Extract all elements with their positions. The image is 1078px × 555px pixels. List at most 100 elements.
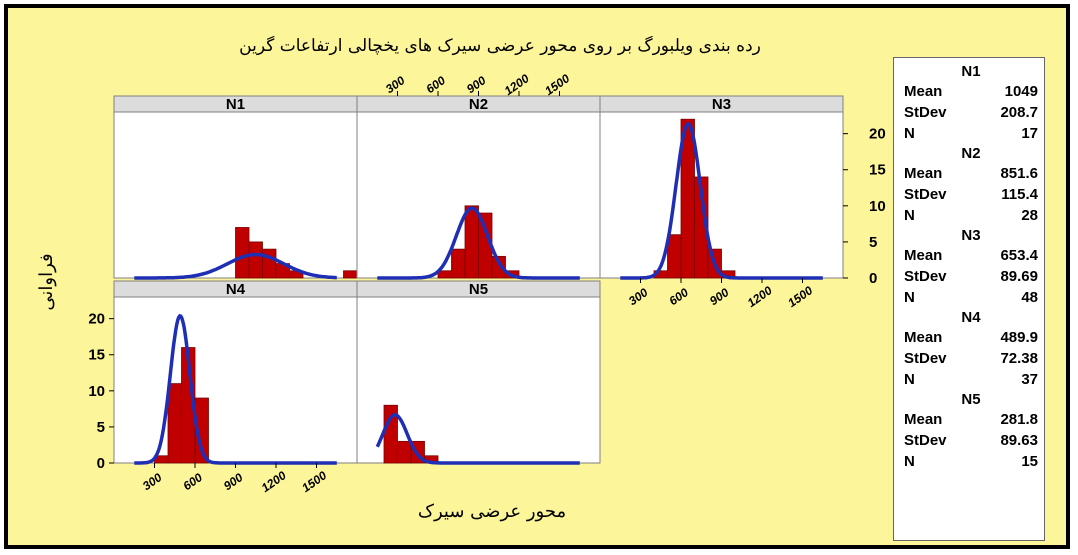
histogram-bar bbox=[667, 234, 682, 279]
x-tick-label: 900 bbox=[464, 73, 489, 96]
legend-stat-value: 17 bbox=[1021, 125, 1038, 142]
legend-stat-label: Mean bbox=[904, 329, 943, 346]
legend-stat-label: StDev bbox=[904, 268, 947, 285]
legend-stat-value: 653.4 bbox=[1000, 247, 1038, 264]
legend-stat-value: 37 bbox=[1021, 371, 1038, 388]
legend-group-title: N5 bbox=[961, 391, 981, 408]
legend-stat-value: 72.38 bbox=[1000, 350, 1038, 367]
normal-fit-curve bbox=[620, 121, 823, 280]
x-tick-label: 600 bbox=[666, 285, 691, 308]
histogram-bar bbox=[262, 248, 277, 279]
legend-stat-label: N bbox=[904, 207, 915, 224]
x-tick-label: 300 bbox=[626, 285, 651, 308]
x-tick-label: 1200 bbox=[745, 283, 775, 310]
legend-stat-row: StDev 89.63 bbox=[904, 430, 1038, 451]
x-tick-label: 1500 bbox=[299, 468, 329, 495]
panel-title: N3 bbox=[712, 96, 731, 113]
legend-stat-row: Mean 851.6 bbox=[904, 163, 1038, 184]
legend-stat-label: Mean bbox=[904, 165, 943, 182]
legend-stat-row: N 28 bbox=[904, 205, 1038, 226]
chart-title: رده بندی ویلبورگ بر روی محور عرضی سیرک ه… bbox=[239, 35, 761, 56]
legend-stat-label: Mean bbox=[904, 247, 943, 264]
normal-fit-curve bbox=[134, 252, 337, 280]
x-tick-label: 300 bbox=[140, 470, 165, 493]
x-tick-label: 1500 bbox=[542, 71, 572, 98]
histogram-bar bbox=[451, 248, 466, 279]
y-axis-label: فراوانی bbox=[36, 253, 57, 310]
panel-n5: N5 bbox=[356, 280, 601, 465]
y-tick-label: 10 bbox=[869, 198, 886, 215]
legend-stat-row: Mean 281.8 bbox=[904, 409, 1038, 430]
legend-stat-value: 28 bbox=[1021, 207, 1038, 224]
statistics-legend: N1 Mean 1049 StDev 208.7 N 17 N2 Mean 851.6 StDev 1… bbox=[893, 57, 1045, 541]
x-tick-label: 1200 bbox=[502, 71, 532, 98]
legend-stat-row: StDev 115.4 bbox=[904, 184, 1038, 205]
x-tick-label: 600 bbox=[180, 470, 205, 493]
legend-stat-value: 489.9 bbox=[1000, 329, 1038, 346]
legend-stat-value: 15 bbox=[1021, 453, 1038, 470]
legend-stat-value: 281.8 bbox=[1000, 411, 1038, 428]
legend-stat-value: 851.6 bbox=[1000, 165, 1038, 182]
histogram-bar bbox=[248, 241, 263, 279]
legend-stat-row: Mean 653.4 bbox=[904, 245, 1038, 266]
y-tick-label: 10 bbox=[88, 383, 105, 400]
legend-stat-value: 89.69 bbox=[1000, 268, 1038, 285]
y-tick-label: 20 bbox=[869, 126, 886, 143]
y-tick-label: 20 bbox=[88, 311, 105, 328]
histogram-bar bbox=[343, 270, 358, 279]
x-tick-label: 1200 bbox=[259, 468, 289, 495]
histogram-bar bbox=[167, 383, 182, 464]
y-tick-label: 15 bbox=[88, 347, 105, 364]
normal-fit-curve bbox=[375, 413, 580, 465]
panel-plot-area bbox=[113, 296, 358, 464]
y-tick-label: 0 bbox=[97, 455, 105, 472]
legend-stat-label: StDev bbox=[904, 350, 947, 367]
legend-stat-label: StDev bbox=[904, 186, 947, 203]
panel-title: N2 bbox=[469, 96, 488, 113]
x-tick-label: 900 bbox=[221, 470, 246, 493]
legend-stat-row: StDev 89.69 bbox=[904, 266, 1038, 287]
normal-fit-curve bbox=[377, 206, 580, 280]
legend-stat-label: N bbox=[904, 289, 915, 306]
histogram-bar bbox=[194, 397, 209, 464]
histogram-bar bbox=[491, 255, 506, 279]
legend-stat-label: StDev bbox=[904, 432, 947, 449]
legend-stat-row: N 15 bbox=[904, 451, 1038, 472]
histogram-bar bbox=[397, 440, 412, 464]
legend-stat-row: N 48 bbox=[904, 287, 1038, 308]
x-tick-label: 600 bbox=[423, 73, 448, 96]
legend-stat-value: 48 bbox=[1021, 289, 1038, 306]
legend-stat-label: Mean bbox=[904, 411, 943, 428]
legend-stat-label: StDev bbox=[904, 104, 947, 121]
legend-group-title: N3 bbox=[961, 227, 981, 244]
y-tick-label: 5 bbox=[97, 419, 105, 436]
legend-group-title: N2 bbox=[961, 145, 981, 162]
y-tick-label: 5 bbox=[869, 234, 877, 251]
panel-n1: N1 bbox=[113, 95, 358, 280]
legend-stat-row: Mean 1049 bbox=[904, 81, 1038, 102]
legend-stat-value: 208.7 bbox=[1000, 104, 1038, 121]
legend-stat-value: 89.63 bbox=[1000, 432, 1038, 449]
x-tick-label: 900 bbox=[707, 285, 732, 308]
y-tick-label: 15 bbox=[869, 162, 886, 179]
x-axis-label: محور عرضی سیرک bbox=[418, 501, 566, 522]
legend-stat-row: N 17 bbox=[904, 123, 1038, 144]
panel-title: N4 bbox=[226, 281, 246, 298]
panel-n3: N3 bbox=[599, 95, 844, 280]
x-tick-label: 300 bbox=[383, 73, 408, 96]
legend-stat-row: StDev 208.7 bbox=[904, 102, 1038, 123]
panel-title: N1 bbox=[226, 96, 245, 113]
legend-stat-label: N bbox=[904, 125, 915, 142]
panel-n2: N2 bbox=[356, 95, 601, 280]
panel-n4: N4 bbox=[113, 280, 358, 465]
histogram-bar bbox=[235, 227, 250, 279]
y-tick-label: 0 bbox=[869, 270, 877, 287]
x-tick-label: 1500 bbox=[785, 283, 815, 310]
legend-group-title: N4 bbox=[961, 309, 981, 326]
panel-title: N5 bbox=[469, 281, 488, 298]
histogram-bar bbox=[464, 205, 479, 279]
legend-stat-value: 115.4 bbox=[1001, 186, 1038, 203]
legend-stat-row: StDev 72.38 bbox=[904, 348, 1038, 369]
legend-stat-label: N bbox=[904, 371, 915, 388]
